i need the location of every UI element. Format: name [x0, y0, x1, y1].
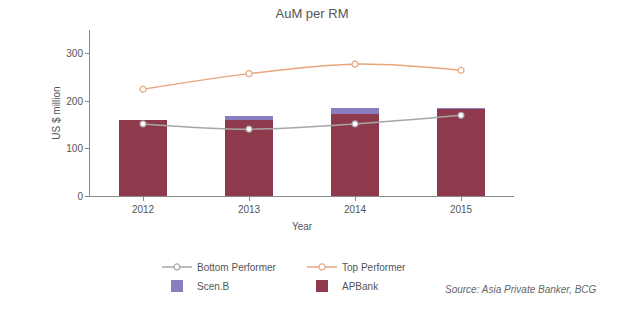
- svg-text:0: 0: [77, 191, 83, 202]
- svg-text:2013: 2013: [238, 204, 261, 215]
- svg-text:Top Performer: Top Performer: [342, 262, 406, 273]
- svg-text:2012: 2012: [132, 204, 155, 215]
- svg-text:Scen.B: Scen.B: [197, 281, 230, 292]
- svg-text:APBank: APBank: [342, 281, 379, 292]
- svg-text:AuM per RM: AuM per RM: [276, 6, 349, 21]
- svg-text:100: 100: [66, 143, 83, 154]
- svg-text:Year: Year: [292, 221, 313, 232]
- svg-text:Source: Asia Private Banker, B: Source: Asia Private Banker, BCG: [445, 284, 597, 295]
- svg-text:2015: 2015: [450, 204, 473, 215]
- svg-text:Bottom Performer: Bottom Performer: [197, 262, 277, 273]
- svg-text:300: 300: [66, 48, 83, 59]
- svg-text:200: 200: [66, 96, 83, 107]
- svg-text:US $ million: US $ million: [51, 86, 62, 139]
- svg-text:2014: 2014: [344, 204, 367, 215]
